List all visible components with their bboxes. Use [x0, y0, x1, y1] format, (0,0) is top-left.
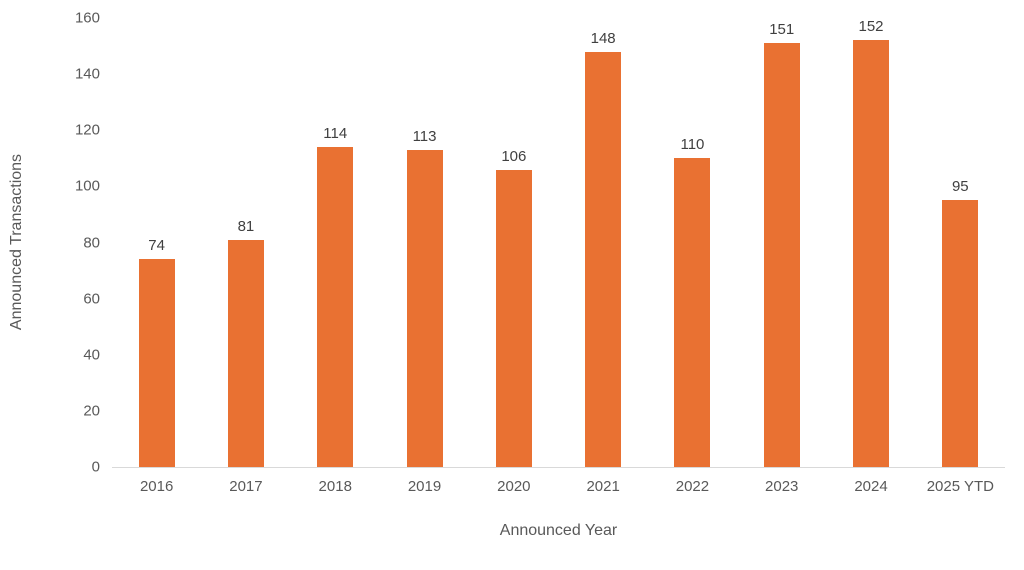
- y-tick-label: 160: [74, 9, 100, 27]
- bar-value-label: 106: [501, 147, 527, 165]
- y-tick-label: 20: [83, 402, 100, 420]
- plot-area: 74 81 114 113 106 148 110 151 152 95: [112, 18, 1005, 468]
- x-axis-title: Announced Year: [499, 522, 618, 539]
- bar-2020: [495, 169, 532, 467]
- bar-2021: [585, 51, 622, 467]
- bar-column: 148: [558, 18, 647, 467]
- y-tick-label: 40: [83, 346, 100, 364]
- bar-2019: [406, 149, 443, 467]
- bar-value-label: 113: [412, 127, 437, 145]
- bar-value-label: 151: [769, 21, 795, 39]
- y-tick-label: 60: [83, 290, 100, 308]
- bar-column: 74: [112, 18, 201, 467]
- x-tick-label: 2020: [497, 478, 531, 495]
- bar-column: 113: [380, 18, 469, 467]
- y-axis-tick-labels: 0 20 40 60 80 100 120 140 160: [0, 10, 100, 476]
- y-tick-label: 0: [91, 458, 100, 476]
- bar-2016: [138, 259, 175, 467]
- y-tick-label: 80: [83, 234, 100, 251]
- x-tick-label: 2016: [139, 478, 174, 495]
- x-tick-label: 2019: [407, 478, 442, 495]
- x-tick-label: 2018: [318, 478, 352, 495]
- bar-2024: [853, 40, 890, 467]
- bar-column: 106: [469, 18, 558, 467]
- bar-column: 110: [648, 18, 737, 467]
- bar-2023: [763, 43, 800, 467]
- bar-column: 81: [201, 18, 290, 467]
- bar-value-label: 95: [951, 178, 969, 196]
- bar-value-label: 74: [148, 237, 165, 255]
- bar-2025-ytd: [942, 200, 979, 467]
- bar-2018: [317, 147, 354, 467]
- x-tick-label: 2025 YTD: [926, 478, 994, 495]
- bar-column: 152: [826, 18, 915, 467]
- bar-value-label: 110: [680, 136, 705, 154]
- bar-value-label: 81: [237, 217, 255, 235]
- x-tick-label: 2017: [229, 478, 263, 495]
- bar-value-label: 148: [590, 29, 616, 47]
- bar-2017: [227, 239, 264, 467]
- y-tick-label: 120: [74, 121, 100, 139]
- bar-column: 114: [291, 18, 380, 467]
- y-tick-label: 140: [74, 65, 100, 83]
- bar-value-label: 114: [323, 125, 348, 143]
- y-tick-label: 100: [74, 177, 100, 195]
- bar-column: 151: [737, 18, 826, 467]
- x-axis-tick-labels: 2016 2017 2018 2019 2020 2021 2022 2023 2024 2025…: [112, 478, 1005, 495]
- x-tick-label: 2021: [586, 478, 620, 495]
- bar-column: 95: [916, 18, 1005, 467]
- bar-value-label: 152: [858, 18, 884, 36]
- x-tick-label: 2022: [675, 478, 710, 495]
- x-tick-label: 2023: [765, 478, 799, 495]
- bar-2022: [674, 158, 711, 467]
- x-tick-label: 2024: [854, 478, 888, 495]
